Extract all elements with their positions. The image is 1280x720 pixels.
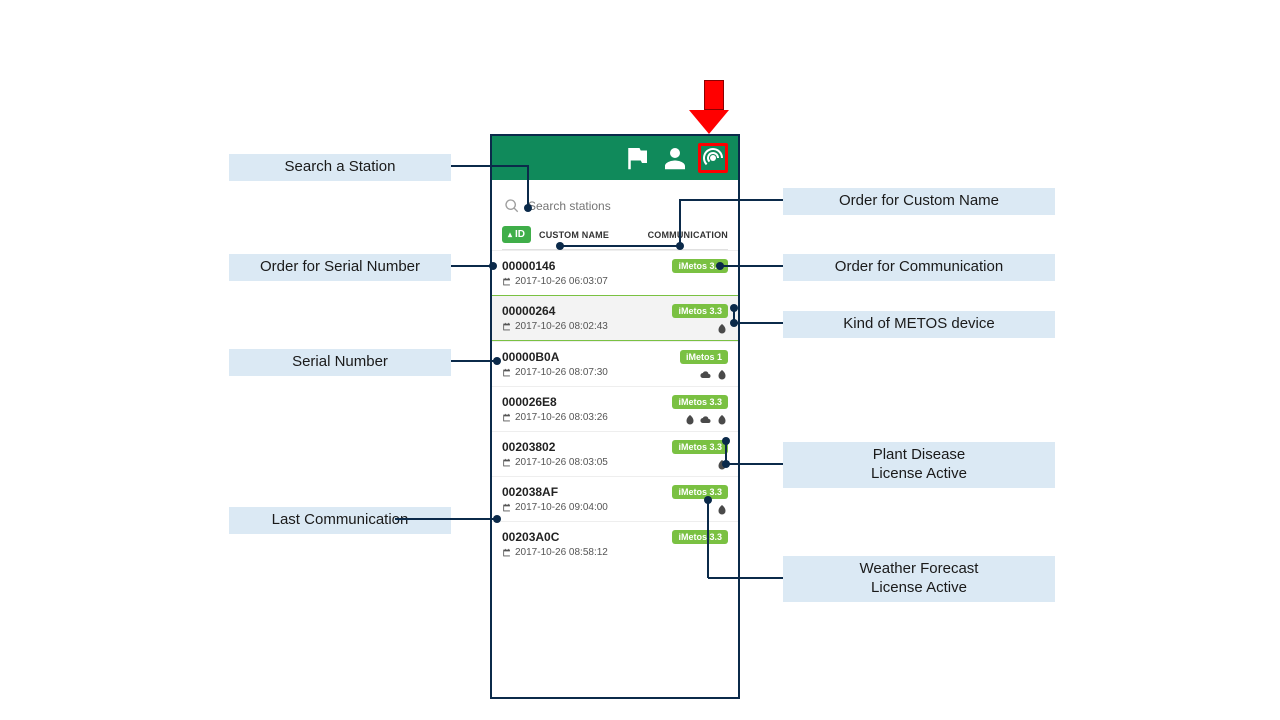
station-timestamp: 2017-10-26 08:07:30 [502,367,728,378]
station-row[interactable]: 00000B0A2017-10-26 08:07:30iMetos 1 [492,341,738,386]
station-row[interactable]: 000001462017-10-26 06:03:07iMetos 3.3 [492,250,738,295]
leaf-icon [716,458,728,470]
device-badge: iMetos 3.3 [672,304,728,318]
callout-order-custom: Order for Custom Name [783,188,1055,215]
station-timestamp: 2017-10-26 08:02:43 [502,321,728,332]
search-input[interactable] [528,199,698,213]
callout-kind-device: Kind of METOS device [783,311,1055,338]
license-icons [716,322,728,334]
callout-search-station: Search a Station [229,154,451,181]
cloud-icon [700,368,712,380]
station-timestamp: 2017-10-26 08:03:05 [502,457,728,468]
license-icons [700,368,728,380]
leaf-icon [716,322,728,334]
callout-order-comm: Order for Communication [783,254,1055,281]
callout-weather-forecast: Weather ForecastLicense Active [783,556,1055,602]
callout-last-comm: Last Communication [229,507,451,534]
flag-icon[interactable] [622,143,652,173]
search-row [492,180,738,222]
device-badge: iMetos 3.3 [672,530,728,544]
leaf-icon [716,413,728,425]
sort-custom-name[interactable]: CUSTOM NAME [539,230,609,240]
station-timestamp: 2017-10-26 08:58:12 [502,547,728,558]
station-row[interactable]: 000002642017-10-26 08:02:43iMetos 3.3 [492,295,738,341]
station-timestamp: 2017-10-26 06:03:07 [502,276,728,287]
station-row[interactable]: 00203A0C2017-10-26 08:58:12iMetos 3.3 [492,521,738,566]
license-icons [716,503,728,515]
app-topbar [492,136,738,180]
device-badge: iMetos 3.3 [672,259,728,273]
license-icons [716,458,728,470]
station-row[interactable]: 002038022017-10-26 08:03:05iMetos 3.3 [492,431,738,476]
license-icons [684,413,728,425]
station-row[interactable]: 002038AF2017-10-26 09:04:00iMetos 3.3 [492,476,738,521]
device-badge: iMetos 1 [680,350,728,364]
leaf-icon [684,413,696,425]
sort-id-button[interactable]: ID [502,226,531,243]
station-row[interactable]: 000026E82017-10-26 08:03:26iMetos 3.3 [492,386,738,431]
cloud-icon [700,413,712,425]
phone-mock: ID CUSTOM NAME COMMUNICATION 00000146201… [490,134,740,699]
leaf-icon [716,368,728,380]
callout-order-serial: Order for Serial Number [229,254,451,281]
stations-icon[interactable] [698,143,728,173]
callout-plant-disease: Plant DiseaseLicense Active [783,442,1055,488]
device-badge: iMetos 3.3 [672,440,728,454]
station-timestamp: 2017-10-26 09:04:00 [502,502,728,513]
search-icon [504,198,520,214]
user-icon[interactable] [660,143,690,173]
device-badge: iMetos 3.3 [672,485,728,499]
red-arrow-indicator [699,80,729,134]
sort-communication[interactable]: COMMUNICATION [648,230,728,240]
sort-bar: ID CUSTOM NAME COMMUNICATION [492,222,738,249]
callout-serial-number: Serial Number [229,349,451,376]
device-badge: iMetos 3.3 [672,395,728,409]
station-list: 000001462017-10-26 06:03:07iMetos 3.3000… [492,250,738,566]
leaf-icon [716,503,728,515]
